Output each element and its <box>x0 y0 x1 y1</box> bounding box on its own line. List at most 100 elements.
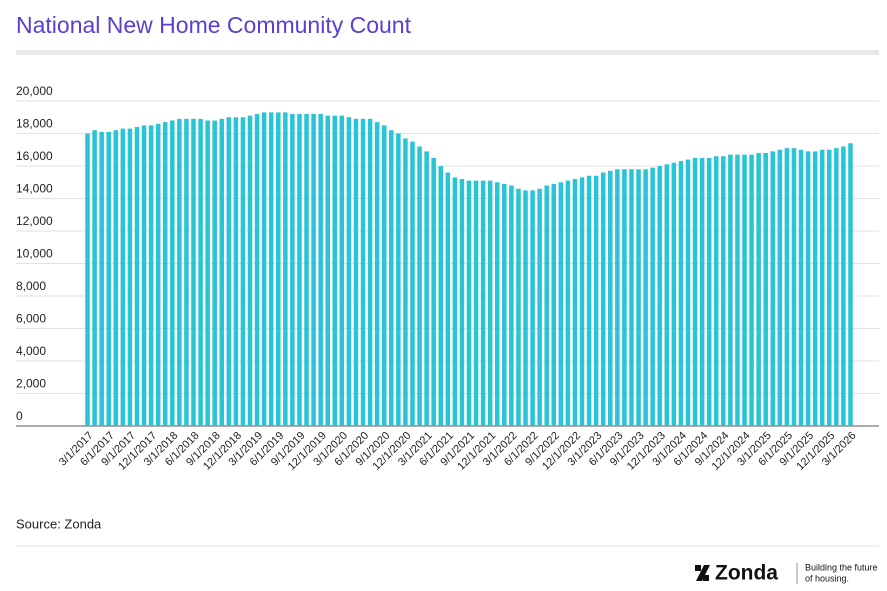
bar <box>155 123 161 426</box>
source: Source: Zonda <box>16 516 102 531</box>
bar <box>544 185 549 426</box>
bar <box>290 114 295 426</box>
bar <box>622 169 627 426</box>
bar <box>297 114 302 426</box>
bar <box>692 157 698 426</box>
y-tick-label: 6,000 <box>16 312 46 326</box>
bar <box>424 151 429 426</box>
bar <box>763 153 768 426</box>
bar <box>629 169 634 426</box>
bar <box>537 188 542 426</box>
bar <box>170 120 175 426</box>
y-tick-label: 12,000 <box>16 214 53 228</box>
y-tick-label: 18,000 <box>16 117 53 131</box>
bar <box>523 190 528 426</box>
bar <box>579 177 585 426</box>
bar <box>721 156 726 426</box>
bar <box>784 148 790 426</box>
bar <box>226 117 232 426</box>
bar <box>841 146 846 426</box>
bar <box>191 118 196 426</box>
bar <box>586 175 592 426</box>
bar <box>367 118 373 426</box>
bar <box>459 179 465 426</box>
y-tick-label: 20,000 <box>16 84 53 98</box>
bar <box>650 167 655 426</box>
bar <box>162 122 168 426</box>
bar <box>120 128 126 426</box>
bar <box>254 114 260 426</box>
bar <box>381 125 387 426</box>
bar <box>99 131 104 426</box>
bar <box>106 131 111 426</box>
bar <box>756 153 761 426</box>
bar <box>353 118 359 426</box>
y-tick-label: 4,000 <box>16 344 46 358</box>
bar <box>593 175 599 426</box>
bar <box>396 133 401 426</box>
y-tick-label: 2,000 <box>16 377 46 391</box>
bar <box>608 170 613 426</box>
bar <box>812 151 818 426</box>
bar <box>791 148 797 426</box>
bar <box>798 149 804 426</box>
logo-shape <box>695 565 701 571</box>
bar <box>283 112 288 426</box>
bar <box>113 130 119 426</box>
bar <box>805 151 811 426</box>
bar <box>735 154 740 426</box>
brand-name: Zonda <box>715 562 778 585</box>
bar <box>502 183 507 426</box>
bar <box>466 180 472 426</box>
bar <box>184 118 189 426</box>
bar <box>671 162 677 426</box>
bar <box>742 154 747 426</box>
bar <box>127 128 133 426</box>
tagline: Building the future <box>805 562 878 572</box>
bar <box>848 143 853 426</box>
bar <box>445 172 451 426</box>
logo-shape <box>696 565 710 581</box>
bar <box>770 151 776 426</box>
bar <box>834 148 839 426</box>
bar <box>685 159 691 426</box>
bar <box>92 130 97 426</box>
bar <box>819 149 825 426</box>
title-rule <box>16 50 879 55</box>
bar <box>247 115 253 426</box>
bar <box>551 183 557 426</box>
bar <box>728 154 733 426</box>
bar <box>572 179 578 426</box>
bar <box>480 180 486 426</box>
bar <box>276 112 281 426</box>
bar <box>134 127 140 426</box>
bar <box>268 112 274 426</box>
logo-shape <box>703 575 709 581</box>
bar <box>615 169 620 426</box>
bar <box>706 157 712 426</box>
bar <box>177 118 182 426</box>
chart-title: National New Home Community Count <box>16 12 412 38</box>
y-tick-label: 16,000 <box>16 149 53 163</box>
bar <box>325 115 330 426</box>
y-tick-label: 10,000 <box>16 247 53 261</box>
bar <box>565 180 571 426</box>
bar <box>600 172 606 426</box>
tagline: of housing. <box>805 573 849 583</box>
bar <box>403 138 408 426</box>
y-tick-label: 8,000 <box>16 279 46 293</box>
bar <box>713 156 719 426</box>
bar <box>827 149 832 426</box>
bar <box>304 114 309 426</box>
bar <box>219 118 225 426</box>
bar <box>346 117 352 426</box>
bar <box>664 164 670 426</box>
bar <box>233 117 239 426</box>
y-tick-label: 0 <box>16 409 23 423</box>
bar <box>749 154 754 426</box>
bar <box>636 169 641 426</box>
bar <box>212 120 217 426</box>
bar <box>205 120 210 426</box>
bar <box>148 125 154 426</box>
